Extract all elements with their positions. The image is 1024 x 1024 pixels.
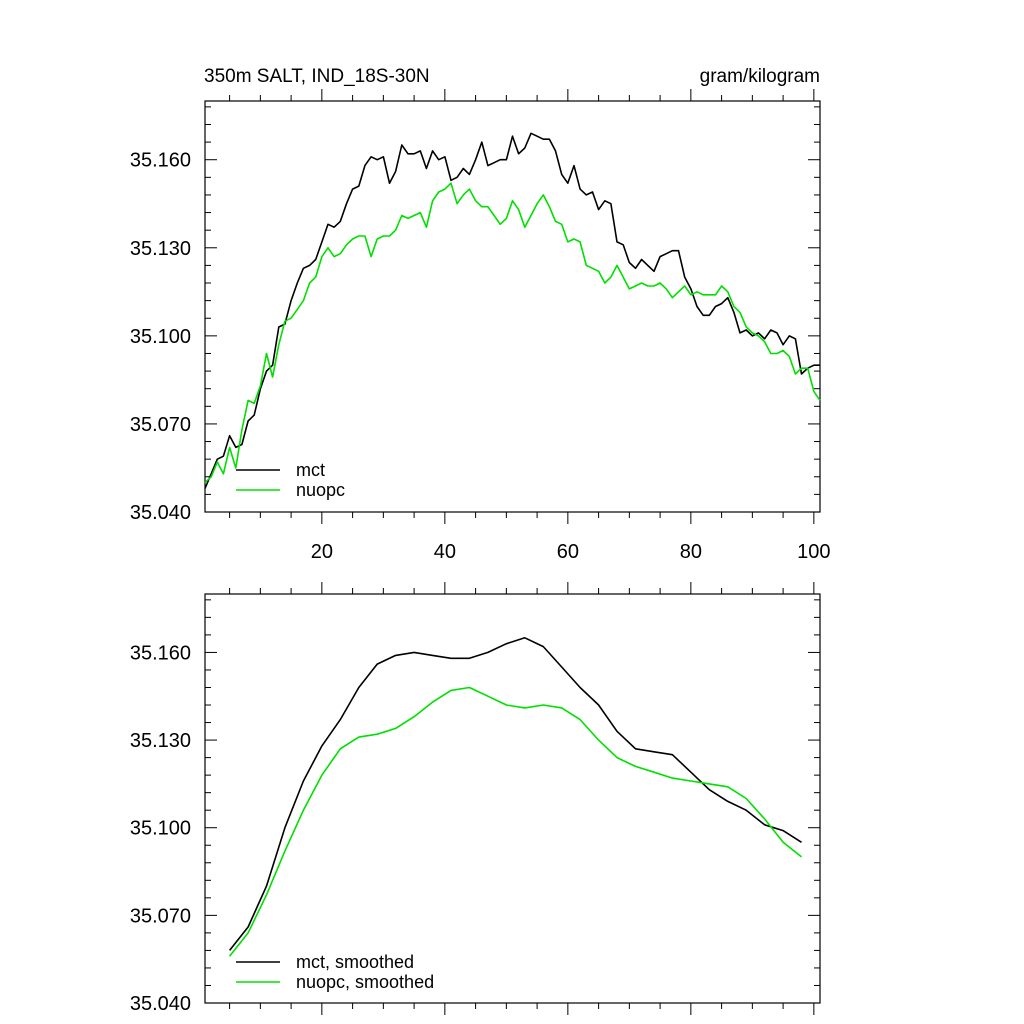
legend-label: nuopc <box>296 480 345 500</box>
y-tick-label: 35.130 <box>130 730 191 752</box>
series-line-mct <box>204 132 820 489</box>
x-tick-label: 80 <box>680 541 702 563</box>
y-tick-label: 35.040 <box>130 502 191 524</box>
y-tick-label: 35.130 <box>130 238 191 260</box>
x-tick-label: 60 <box>557 541 579 563</box>
series-line-nuopc <box>204 182 821 484</box>
plot-frame <box>204 593 821 1004</box>
series-line-mct-smoothed <box>228 636 802 951</box>
x-tick-label: 100 <box>797 541 830 563</box>
plot-frame <box>204 100 821 513</box>
x-tick-label: 20 <box>311 541 333 563</box>
y-tick-label: 35.070 <box>130 905 191 927</box>
legend-label: nuopc, smoothed <box>296 972 434 992</box>
units-label: gram/kilogram <box>700 66 820 87</box>
chart-title: 350m SALT, IND_18S-30N <box>204 66 430 87</box>
legend-label: mct <box>296 460 325 480</box>
y-tick-label: 35.040 <box>130 993 191 1015</box>
x-tick-label: 40 <box>434 541 456 563</box>
bottom-panel: 35.040 35.070 35.100 35.130 35.160 mct, smoot… <box>130 582 821 1015</box>
series-line-nuopc-smoothed <box>228 686 802 957</box>
y-tick-label: 35.160 <box>130 642 191 664</box>
y-tick-label: 35.100 <box>130 818 191 840</box>
y-tick-label: 35.160 <box>130 150 191 172</box>
y-tick-label: 35.100 <box>130 326 191 348</box>
y-tick-label: 35.070 <box>130 414 191 436</box>
top-panel: 20 40 60 80 100 35.040 35.070 35.100 35.130 35.16… <box>130 89 831 563</box>
legend-label: mct, smoothed <box>296 952 414 972</box>
